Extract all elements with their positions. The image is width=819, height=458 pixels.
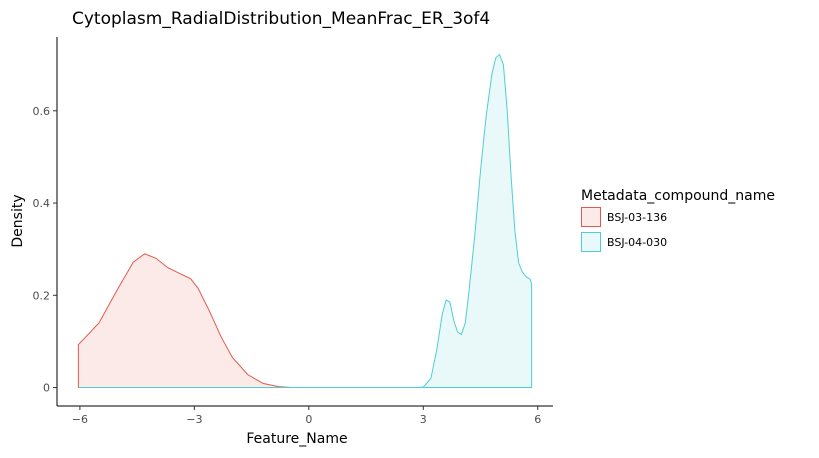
x-axis-title: Feature_Name bbox=[246, 431, 347, 447]
y-tick-label: 0 bbox=[43, 382, 50, 395]
legend-label: BSJ-03-136 bbox=[607, 211, 667, 224]
density-area-2 bbox=[78, 53, 533, 389]
legend-title: Metadata_compound_name bbox=[581, 188, 775, 204]
legend-swatch bbox=[581, 232, 601, 252]
legend: Metadata_compound_name BSJ-03-136 BSJ-04-… bbox=[581, 188, 775, 252]
y-axis: 0 0.2 0.4 0.6 bbox=[33, 37, 58, 406]
chart-title: Cytoplasm_RadialDistribution_MeanFrac_ER… bbox=[72, 9, 490, 29]
plot-area bbox=[77, 53, 533, 389]
x-axis: −6 −3 0 3 6 bbox=[57, 405, 553, 426]
legend-label: BSJ-04-030 bbox=[607, 236, 667, 249]
x-tick-label: 3 bbox=[420, 413, 427, 426]
legend-swatch bbox=[581, 207, 601, 227]
x-tick-label: 0 bbox=[305, 413, 312, 426]
y-tick-label: 0.2 bbox=[33, 289, 51, 302]
y-tick-label: 0.6 bbox=[33, 105, 51, 118]
y-tick-label: 0.4 bbox=[33, 197, 51, 210]
y-axis-title: Density bbox=[10, 194, 26, 247]
x-tick-label: −6 bbox=[72, 413, 88, 426]
x-tick-label: −3 bbox=[186, 413, 202, 426]
x-tick-label: 6 bbox=[534, 413, 541, 426]
